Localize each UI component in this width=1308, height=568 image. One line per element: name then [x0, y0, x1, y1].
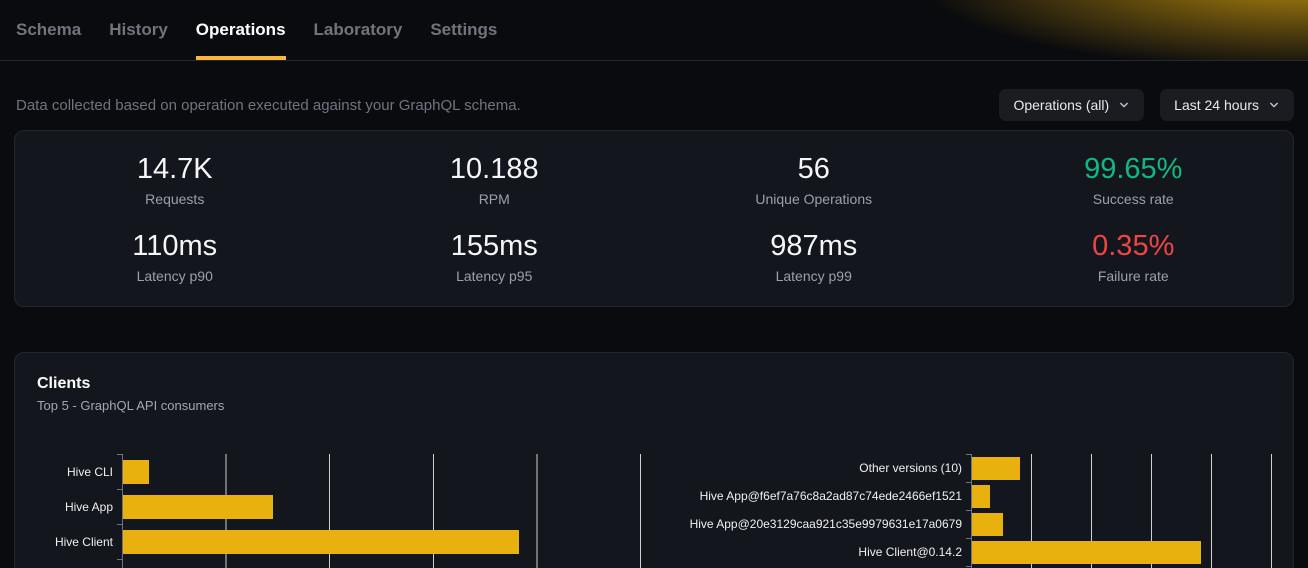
clients-subtitle: Top 5 - GraphQL API consumers [37, 398, 225, 413]
filter-group: Operations (all) Last 24 hours [999, 89, 1294, 121]
filter-label: Operations (all) [1013, 97, 1110, 113]
clients-by-version-chart: Other versions (10) Hive App@f6ef7a76c8a2… [641, 454, 1281, 568]
stat-label: Success rate [1092, 190, 1174, 207]
chart-bar [123, 459, 149, 484]
stat-label: RPM [478, 190, 510, 207]
chart-bar-row [972, 482, 1281, 510]
chart-bar-row [972, 510, 1281, 538]
toolbar: Data collected based on operation execut… [14, 89, 1294, 121]
stat-latency-p99: 987ms Latency p99 [654, 219, 974, 297]
chevron-down-icon [1270, 102, 1278, 108]
tab-settings[interactable]: Settings [430, 20, 498, 39]
tab-history[interactable]: History [109, 20, 168, 39]
chart-category-labels: Other versions (10) Hive App@f6ef7a76c8a2… [641, 454, 971, 568]
chart-category-label: Hive App@20e3129caa921c35e9979631e17a067… [689, 517, 962, 531]
tab-operations[interactable]: Operations [195, 0, 286, 60]
chart-bar-row [972, 454, 1281, 482]
chart-category-label: Hive Client@0.14.2 [858, 545, 962, 559]
stat-label: Latency p90 [136, 268, 213, 285]
stat-value: 14.7K [136, 152, 213, 185]
chart-category-label: Hive App@f6ef7a76c8a2ad87c74ede2466ef152… [699, 489, 962, 503]
stat-requests: 14.7K Requests [15, 141, 335, 219]
chart-category-label: Hive CLI [66, 464, 113, 479]
tab-laboratory[interactable]: Laboratory [313, 20, 403, 39]
stat-unique-operations: 56 Unique Operations [654, 141, 974, 219]
stat-label: Latency p99 [775, 268, 852, 285]
chart-bar [123, 529, 519, 554]
chevron-down-icon [1120, 102, 1129, 108]
stat-value: 110ms [132, 230, 218, 263]
stat-value: 987ms [770, 230, 858, 263]
chart-plot-area [117, 454, 641, 568]
stat-success-rate: 99.65% Success rate [974, 141, 1294, 219]
stat-value: 10.188 [449, 152, 539, 185]
stat-value: 99.65% [1084, 152, 1183, 185]
top-nav: Schema History Operations Laboratory Setting… [0, 0, 1308, 61]
chart-category-label: Hive Client [54, 534, 113, 549]
stat-label: Failure rate [1097, 268, 1169, 285]
tab-schema[interactable]: Schema [16, 20, 82, 39]
stat-value: 56 [797, 152, 830, 185]
clients-card: Clients Top 5 - GraphQL API consumers Hi… [14, 352, 1294, 568]
page-description: Data collected based on operation execut… [16, 96, 521, 114]
stat-label: Unique Operations [755, 190, 873, 207]
clients-charts: Hive CLI Hive App Hive Client Other version… [37, 454, 1281, 568]
stat-latency-p95: 155ms Latency p95 [335, 219, 655, 297]
stats-card: 14.7K Requests 10.188 RPM 56 Unique Operation… [14, 130, 1294, 307]
stat-latency-p90: 110ms Latency p90 [15, 219, 335, 297]
chart-bar-row [123, 454, 641, 489]
stat-value: 155ms [450, 230, 538, 263]
chart-category-labels: Hive CLI Hive App Hive Client [37, 454, 122, 568]
chart-bar [972, 484, 990, 508]
chart-plot-area [966, 454, 1281, 568]
stat-failure-rate: 0.35% Failure rate [974, 219, 1294, 297]
stat-value: 0.35% [1092, 230, 1175, 263]
chart-bar [972, 456, 1020, 480]
clients-by-name-chart: Hive CLI Hive App Hive Client [37, 454, 641, 568]
stat-label: Latency p95 [456, 268, 533, 285]
chart-bar [123, 494, 274, 519]
chart-bar-row [123, 524, 641, 559]
clients-title: Clients [37, 375, 91, 392]
chart-bar [972, 540, 1202, 564]
filter-label: Last 24 hours [1174, 97, 1259, 113]
stat-label: Requests [145, 190, 205, 207]
time-range-dropdown[interactable]: Last 24 hours [1160, 89, 1294, 121]
chart-category-label: Hive App [64, 499, 113, 514]
chart-bar-row [123, 489, 641, 524]
operations-filter-dropdown[interactable]: Operations (all) [999, 89, 1145, 121]
chart-category-label: Other versions (10) [859, 461, 962, 475]
stat-rpm: 10.188 RPM [335, 141, 655, 219]
chart-bar-row [972, 538, 1281, 566]
chart-bar [972, 512, 1004, 536]
